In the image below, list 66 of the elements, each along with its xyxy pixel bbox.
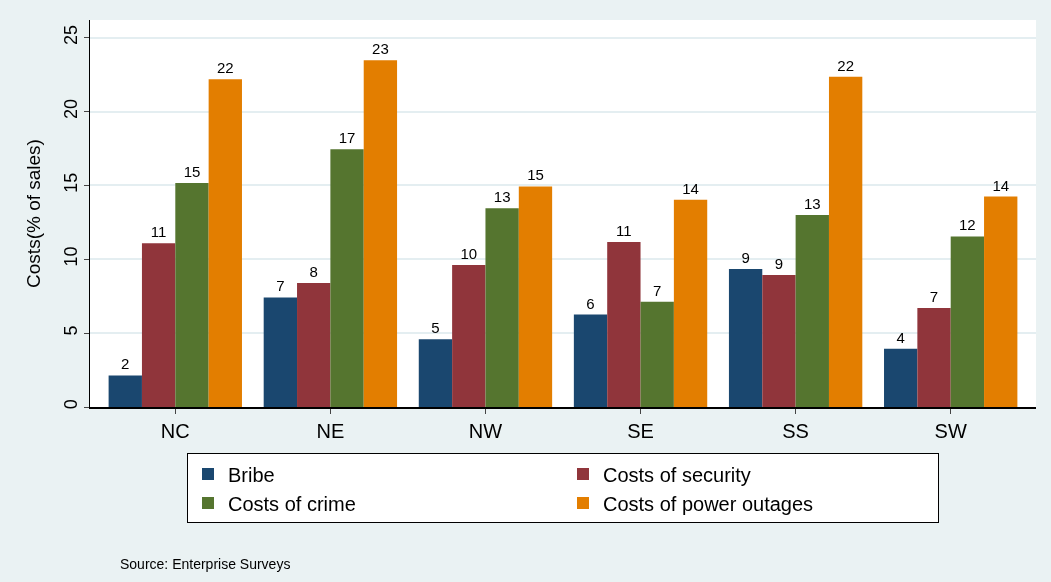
data-label: 11 <box>616 222 632 240</box>
data-label: 5 <box>431 319 440 337</box>
data-label: 14 <box>992 176 1010 194</box>
bar <box>762 274 796 407</box>
data-label: 14 <box>682 179 699 197</box>
bar <box>297 282 331 407</box>
x-tick-label: SW <box>934 419 967 442</box>
bar <box>917 308 951 407</box>
legend-label: Costs of security <box>603 463 751 486</box>
legend-label: Bribe <box>228 463 275 486</box>
bar <box>607 242 641 407</box>
y-tick-label: 15 <box>60 172 81 193</box>
data-label: 15 <box>527 166 544 184</box>
data-label: 22 <box>216 59 234 77</box>
x-tick-label: NE <box>316 419 345 442</box>
data-label: 13 <box>493 188 511 206</box>
bar <box>108 375 142 407</box>
y-tick-label: 10 <box>60 246 81 267</box>
data-label: 4 <box>896 328 905 346</box>
y-tick-label: 0 <box>60 399 81 410</box>
bar <box>452 264 486 407</box>
x-tick-label: SE <box>627 419 654 442</box>
x-tick-label: NW <box>468 419 503 442</box>
legend-label: Costs of power outages <box>603 492 814 515</box>
bar <box>795 215 829 407</box>
bar <box>950 236 985 407</box>
y-tick-label: 20 <box>60 98 81 119</box>
bar <box>263 297 298 407</box>
data-label: 8 <box>309 262 318 280</box>
data-label: 11 <box>150 223 167 241</box>
data-label: 22 <box>837 56 854 74</box>
data-label: 7 <box>929 288 939 306</box>
bar <box>673 199 708 407</box>
y-tick-label: 25 <box>60 25 81 46</box>
x-tick-label: SS <box>782 419 809 442</box>
bar <box>141 243 176 407</box>
data-label: 23 <box>372 40 389 58</box>
bar <box>884 348 918 407</box>
bar <box>984 196 1018 407</box>
x-tick-label: NC <box>160 419 190 442</box>
legend-label: Costs of crime <box>228 492 356 515</box>
source-note: Source: Enterprise Surveys <box>120 556 291 572</box>
bar <box>728 269 763 407</box>
bar <box>828 76 863 407</box>
bar <box>573 314 608 407</box>
y-axis-title: Costs(% of sales) <box>22 139 44 288</box>
data-label: 10 <box>460 244 478 262</box>
bar <box>330 149 364 407</box>
bar <box>640 301 674 407</box>
y-tick-label: 5 <box>60 325 81 336</box>
bar <box>363 60 398 407</box>
data-label: 15 <box>183 163 201 181</box>
data-label: 17 <box>338 129 356 147</box>
data-label: 9 <box>774 254 784 272</box>
data-label: 9 <box>741 249 750 267</box>
data-label: 13 <box>803 195 821 213</box>
data-label: 7 <box>653 281 662 299</box>
bar <box>175 183 209 407</box>
data-label: 2 <box>121 355 130 373</box>
data-label: 12 <box>959 216 976 234</box>
bar <box>208 79 242 407</box>
bar <box>485 208 519 407</box>
bar <box>518 186 553 407</box>
bar <box>418 339 453 407</box>
data-label: 6 <box>586 294 595 312</box>
data-label: 7 <box>276 277 285 295</box>
